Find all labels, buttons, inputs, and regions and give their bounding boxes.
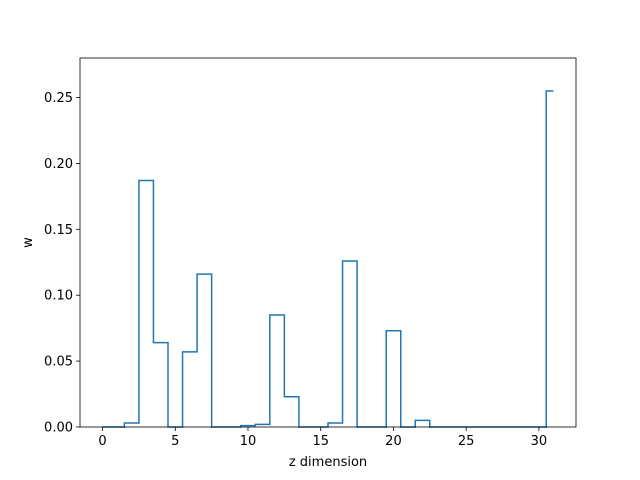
x-tick-label: 5	[171, 434, 179, 449]
x-tick-label: 20	[385, 434, 402, 449]
y-tick-label: 0.05	[44, 355, 73, 370]
x-tick-label: 10	[240, 434, 257, 449]
y-tick-label: 0.20	[44, 157, 73, 172]
y-tick-label: 0.10	[44, 289, 73, 304]
x-tick-label: 0	[98, 434, 106, 449]
y-axis-label: w	[21, 237, 36, 248]
x-axis-label: z dimension	[289, 455, 367, 470]
x-tick-label: 30	[531, 434, 548, 449]
y-tick-label: 0.00	[44, 421, 73, 436]
y-tick-label: 0.25	[44, 91, 73, 106]
x-tick-label: 25	[458, 434, 475, 449]
x-tick-label: 15	[312, 434, 329, 449]
y-tick-label: 0.15	[44, 223, 73, 238]
axes-layer: 0 5 10 15 20 25 30 0.00 0.05 0.10 0.15 0.20 0.25	[44, 57, 577, 449]
axes-frame	[79, 57, 577, 428]
